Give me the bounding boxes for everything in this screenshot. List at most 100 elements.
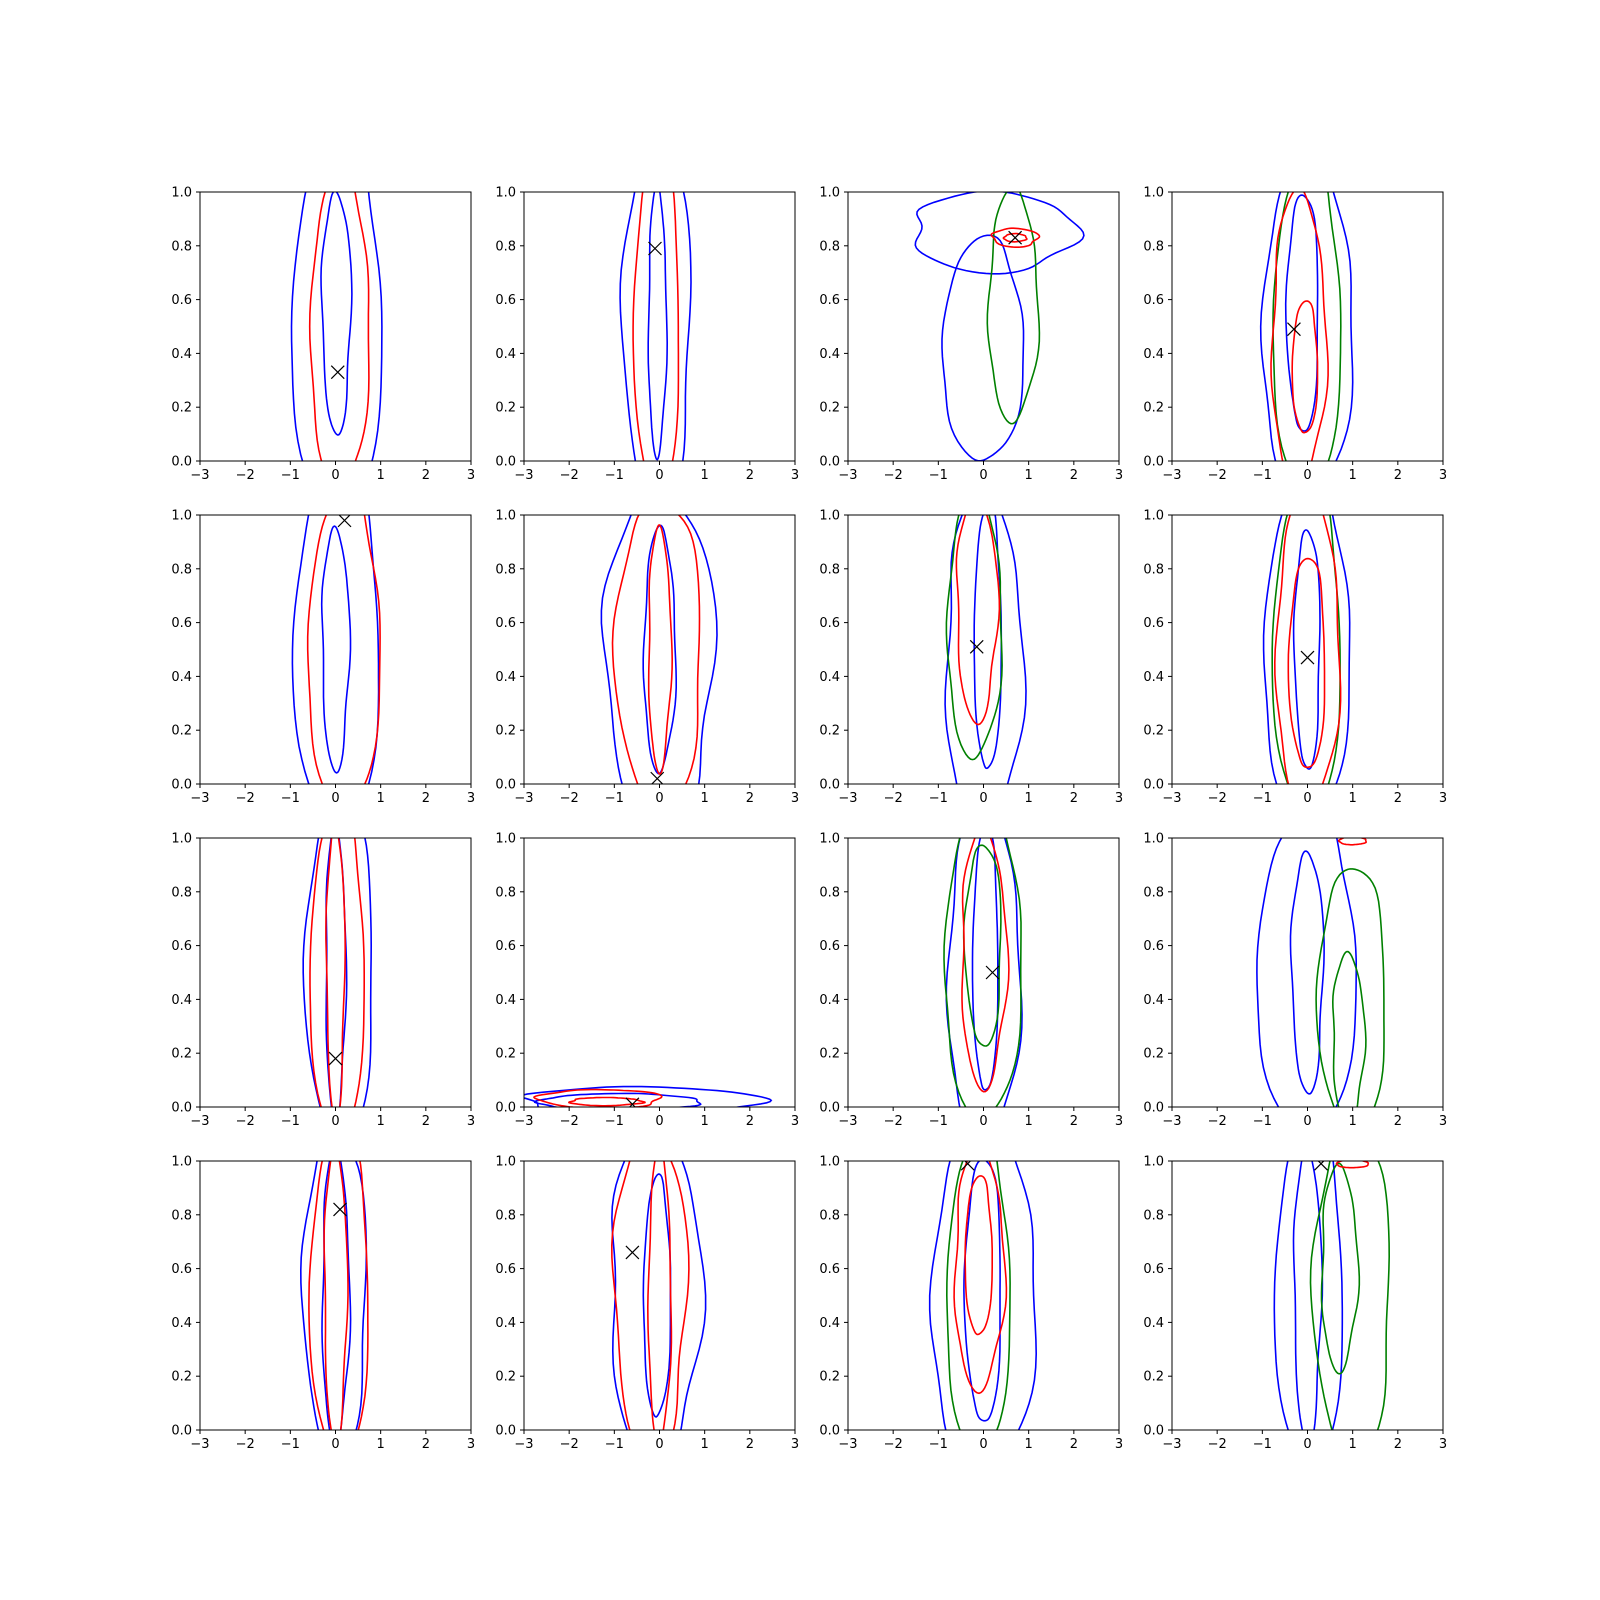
x-marker	[650, 771, 665, 784]
subplot-13: −3 −2 −1 0 1 2 3 0.0 0.2 0.4 0.6 0.8 1.0	[171, 1155, 475, 1453]
x-tick-label: −2	[884, 468, 903, 483]
x-tick-label: −2	[1208, 791, 1227, 806]
green-contour-line	[986, 192, 1041, 425]
x-marker	[328, 1051, 343, 1066]
y-tick-label: 1.0	[819, 509, 840, 524]
blue-contour-line	[941, 234, 1025, 461]
x-tick-label: 2	[1394, 1114, 1402, 1129]
y-tick-label: 0.6	[171, 1262, 192, 1277]
y-tick-label: 0.4	[1143, 1316, 1164, 1331]
y-tick-label: 1.0	[495, 1155, 516, 1170]
plot-content	[291, 515, 381, 784]
y-tick-label: 0.2	[819, 724, 840, 739]
y-tick-label: 0.8	[495, 885, 516, 900]
red-contour-line	[646, 1161, 673, 1430]
x-tick-label: −2	[1208, 1114, 1227, 1129]
x-tick-label: 0	[655, 1437, 663, 1452]
x-tick-label: 1	[1349, 1114, 1357, 1129]
blue-contour-line	[1259, 192, 1354, 461]
blue-contour-line	[944, 515, 1027, 784]
x-marker	[1287, 322, 1301, 337]
x-marker	[1008, 230, 1023, 245]
x-marker	[985, 965, 1000, 980]
x-tick-label: −1	[281, 1114, 300, 1129]
red-contour-line	[647, 524, 674, 775]
blue-contour-line	[619, 192, 692, 461]
plot-content	[1256, 838, 1385, 1107]
plot-content	[610, 1161, 707, 1430]
x-tick-label: 1	[701, 791, 709, 806]
subplot-9: −3 −2 −1 0 1 2 3 0.0 0.2 0.4 0.6 0.8 1.0	[171, 832, 475, 1130]
y-tick-label: 0.2	[819, 401, 840, 416]
y-tick-label: 1.0	[1143, 186, 1164, 201]
x-tick-label: 3	[1115, 1437, 1123, 1452]
x-tick-label: 1	[1349, 468, 1357, 483]
y-tick-label: 0.2	[171, 1370, 192, 1385]
x-tick-label: 1	[1349, 1437, 1357, 1452]
axes-frame	[199, 1160, 472, 1431]
x-tick-label: −2	[884, 1114, 903, 1129]
x-tick-label: 0	[1303, 468, 1311, 483]
y-tick-label: 0.2	[819, 1047, 840, 1062]
red-contour-line	[308, 1161, 369, 1430]
y-tick-label: 0.8	[495, 1208, 516, 1223]
x-tick-label: −1	[281, 791, 300, 806]
x-tick-label: −1	[605, 1437, 624, 1452]
y-tick-label: 0.8	[819, 1208, 840, 1223]
x-tick-label: 2	[1394, 791, 1402, 806]
x-tick-label: 3	[791, 1114, 799, 1129]
y-tick-label: 0.8	[171, 885, 192, 900]
x-tick-label: −2	[1208, 1437, 1227, 1452]
red-contour-line	[308, 192, 370, 461]
y-tick-label: 0.6	[171, 293, 192, 308]
y-tick-label: 0.4	[171, 347, 192, 362]
x-tick-label: 1	[1025, 791, 1033, 806]
blue-contour-line	[1289, 850, 1325, 1095]
y-tick-label: 0.4	[1143, 993, 1164, 1008]
x-tick-label: −2	[560, 1437, 579, 1452]
green-contour-line	[1331, 950, 1367, 1107]
y-tick-label: 0.8	[819, 562, 840, 577]
x-tick-label: −1	[281, 468, 300, 483]
x-tick-label: −3	[190, 468, 209, 483]
red-contour-line	[309, 838, 365, 1107]
axes-frame	[523, 191, 796, 462]
x-tick-label: 0	[979, 1114, 987, 1129]
subplot-5: −3 −2 −1 0 1 2 3 0.0 0.2 0.4 0.6 0.8 1.0	[171, 509, 475, 807]
x-tick-label: 0	[331, 791, 339, 806]
red-contour-line	[1287, 557, 1326, 769]
y-tick-label: 0.0	[1143, 455, 1164, 470]
x-tick-label: 3	[1439, 791, 1447, 806]
axes-frame	[199, 514, 472, 785]
axes-frame	[1171, 1160, 1444, 1431]
y-tick-label: 0.6	[495, 939, 516, 954]
x-tick-label: 2	[1070, 468, 1078, 483]
x-tick-label: 1	[1025, 1437, 1033, 1452]
x-tick-label: −3	[514, 1114, 533, 1129]
x-tick-label: −2	[236, 791, 255, 806]
x-tick-label: 3	[467, 791, 475, 806]
x-tick-label: 2	[422, 468, 430, 483]
y-tick-label: 0.0	[171, 455, 192, 470]
y-tick-label: 1.0	[171, 832, 192, 847]
blue-contour-line	[321, 1161, 352, 1430]
y-tick-label: 0.4	[1143, 670, 1164, 685]
red-contour-line	[306, 515, 381, 784]
plot-content	[943, 838, 1023, 1107]
x-tick-label: 0	[979, 791, 987, 806]
y-tick-label: 0.8	[1143, 562, 1164, 577]
axes-frame	[1171, 514, 1444, 785]
x-tick-label: 0	[1303, 1114, 1311, 1129]
x-tick-label: −2	[560, 791, 579, 806]
green-contour-line	[1271, 515, 1341, 784]
y-tick-label: 1.0	[1143, 509, 1164, 524]
x-tick-label: 3	[1439, 1437, 1447, 1452]
y-tick-label: 1.0	[819, 832, 840, 847]
axes-frame	[523, 1160, 796, 1431]
red-contour-line	[1273, 515, 1342, 784]
plot-content	[1259, 192, 1354, 461]
x-tick-label: 2	[422, 1437, 430, 1452]
red-contour-line	[990, 227, 1041, 248]
subplot-2: −3 −2 −1 0 1 2 3 0.0 0.2 0.4 0.6 0.8 1.0	[495, 186, 799, 484]
blue-contour-line	[299, 1161, 368, 1430]
